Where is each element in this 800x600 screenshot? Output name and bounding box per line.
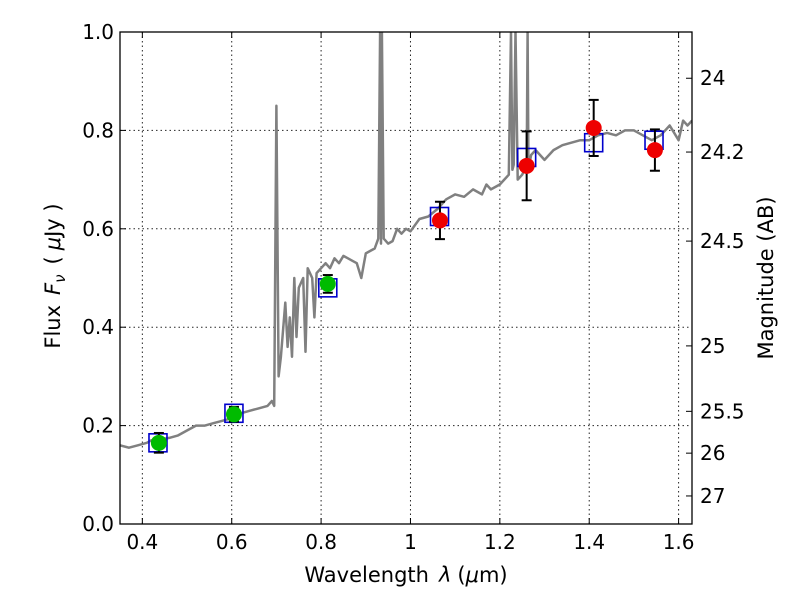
right-tick-label: 24.2: [700, 140, 745, 164]
observed-data-point: [646, 142, 663, 159]
spectrum-line: [120, 32, 692, 449]
x-tick-label: 0.6: [216, 530, 248, 554]
right-axis-title: Magnitude (AB): [754, 196, 778, 359]
x-tick-label: 1.4: [573, 530, 605, 554]
y-axis-title: FluxFν(μJy ): [41, 203, 69, 348]
x-tick-label: 1.6: [663, 530, 695, 554]
x-tick-label: 1.2: [484, 530, 516, 554]
right-tick-label: 25.5: [700, 399, 745, 423]
y-tick-label: 0.2: [82, 414, 114, 438]
observed-data-point: [431, 212, 448, 229]
y-tick-label: 0.8: [82, 118, 114, 142]
observed-data-point: [319, 275, 336, 292]
plot-frame: [119, 31, 693, 525]
right-tick-label: 24.5: [700, 229, 745, 253]
x-axis-title: Wavelength λ (μm): [304, 563, 507, 587]
right-tick-label: 26: [700, 441, 725, 465]
right-tick-label: 27: [700, 484, 725, 508]
data-series: [120, 32, 692, 454]
observed-data-point: [585, 119, 602, 136]
observed-data-point: [150, 434, 167, 451]
plot-area: [120, 32, 692, 454]
right-tick-label: 25: [700, 334, 725, 358]
y-tick-label: 0.6: [82, 217, 114, 241]
y-tick-label: 1.0: [82, 20, 114, 44]
right-tick-label: 24: [700, 66, 725, 90]
x-tick-label: 0.8: [305, 530, 337, 554]
observed-data-point: [518, 157, 535, 174]
y-tick-label: 0.0: [82, 512, 114, 536]
y-tick-label: 0.4: [82, 315, 114, 339]
x-tick-label: 1: [404, 530, 417, 554]
ticks: 0.4 0.6 0.8 1 1.2 1.4 1.6 0.0 0.2 0.4 0.6 0.8 1.0 24 2…: [82, 20, 744, 554]
grid-lines: [120, 32, 692, 524]
observed-data-point: [225, 406, 242, 423]
x-tick-label: 0.4: [126, 530, 158, 554]
